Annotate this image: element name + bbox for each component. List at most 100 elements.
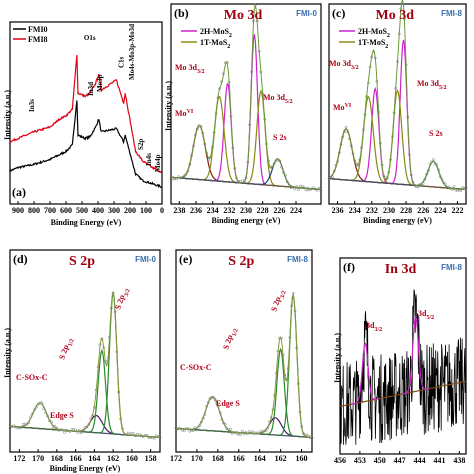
x-tick-label: 100 — [140, 206, 152, 215]
peak-label: Mo4p — [154, 154, 162, 172]
x-tick-label: 170 — [32, 454, 44, 463]
sample-tag: FMI-8 — [441, 263, 462, 272]
sample-tag: FMI-0 — [135, 255, 156, 264]
peak-annotation: S 2p1/2 — [221, 326, 239, 351]
peak-label: Mo3p — [96, 74, 104, 92]
peak-annotation: MoVI — [333, 103, 352, 112]
x-tick-label: 232 — [366, 206, 378, 215]
x-tick-label: 226 — [417, 206, 429, 215]
x-tick-label: 238 — [173, 206, 185, 215]
raw-point — [237, 180, 240, 183]
component-curve — [402, 315, 430, 395]
component-curve — [328, 95, 467, 191]
peak-annotation: MoVI — [175, 109, 194, 118]
panel-title: In 3d — [385, 262, 417, 277]
raw-point — [153, 437, 156, 440]
x-tick-label: 164 — [88, 454, 100, 463]
raw-point — [79, 431, 83, 435]
raw-point — [240, 429, 244, 433]
x-tick-label: 164 — [254, 454, 266, 463]
peak-annotation: Mo 3d3/2 — [329, 59, 359, 71]
panel-letter: (a) — [12, 185, 26, 199]
component-curve — [171, 82, 322, 191]
plot-frame — [328, 3, 467, 205]
x-axis-label: Binding Energy (eV) — [51, 218, 122, 227]
sample-tag: FMI-8 — [287, 255, 308, 264]
x-tick-label: 172 — [13, 454, 25, 463]
component-curve — [171, 158, 322, 191]
component-curve — [176, 395, 313, 438]
sample-tag: FMI-8 — [441, 9, 462, 18]
x-tick-label: 166 — [70, 454, 82, 463]
raw-point — [293, 187, 297, 191]
panel-title: Mo 3d — [224, 8, 263, 23]
x-tick-label: 400 — [92, 206, 104, 215]
x-tick-label: 224 — [434, 206, 446, 215]
peak-label: S2p — [137, 139, 145, 150]
panel-f: 456 453 450 447 444 441 438 3d3/2 3d5/2 Intensity… — [333, 257, 467, 465]
x-tick-label: 500 — [76, 206, 88, 215]
raw-point — [191, 429, 195, 433]
peak-annotation: Edge S — [50, 411, 74, 420]
y-axis-label: Intensity (a.u.) — [3, 90, 12, 140]
raw-point — [344, 125, 348, 129]
x-tick-label: 800 — [28, 206, 40, 215]
peak-annotation: S 2p1/2 — [57, 336, 75, 361]
raw-point — [8, 426, 12, 430]
x-tick-label: 160 — [296, 454, 308, 463]
x-tick-label: 162 — [275, 454, 287, 463]
x-tick-label: 168 — [212, 454, 224, 463]
component-curve — [351, 342, 379, 405]
background-line — [328, 178, 467, 190]
legend-entry: 2H-MoS2 — [358, 27, 390, 39]
raw-point — [464, 186, 468, 190]
peak-annotation: 3d5/2 — [418, 309, 434, 321]
x-tick-label: 166 — [233, 454, 245, 463]
sample-tag: FMI-0 — [296, 9, 317, 18]
raw-point — [63, 430, 66, 434]
legend-entry: FMI8 — [28, 35, 48, 44]
raw-point — [432, 158, 435, 161]
legend-entry: 1T-MoS2 — [358, 38, 388, 50]
x-tick-label: 168 — [51, 454, 63, 463]
x-tick-label: 172 — [170, 454, 182, 463]
x-tick-label: 447 — [394, 456, 406, 465]
x-tick-label: 160 — [126, 454, 138, 463]
peak-annotation: 3d3/2 — [366, 321, 382, 333]
x-tick-label: 456 — [334, 456, 346, 465]
raw-point — [319, 189, 323, 193]
peak-annotation: S 2s — [273, 133, 287, 142]
peak-label: Mo4s-Mo3p-Mo3d — [128, 24, 136, 80]
raw-point — [227, 430, 231, 434]
raw-point — [239, 433, 242, 436]
x-tick-label: 438 — [453, 456, 465, 465]
plot-frame — [9, 21, 163, 205]
x-tick-label: 236 — [190, 206, 202, 215]
peak-annotation: Mo 3d5/2 — [263, 93, 293, 105]
raw-point — [132, 432, 136, 436]
panel-letter: (b) — [174, 6, 189, 20]
peak-annotation: C-SOx-C — [16, 373, 48, 382]
x-tick-label: 0 — [160, 206, 164, 215]
fit-envelope — [176, 293, 313, 438]
peak-annotation: Edge S — [216, 399, 240, 408]
fit-envelope — [9, 291, 161, 438]
x-tick-label: 170 — [191, 454, 203, 463]
plot-frame — [175, 249, 313, 453]
raw-point — [207, 158, 210, 162]
peak-label: O1s — [84, 34, 96, 42]
panel-letter: (f) — [343, 260, 355, 274]
raw-spectrum — [339, 288, 467, 445]
x-tick-label: 232 — [223, 206, 235, 215]
raw-point — [195, 428, 198, 432]
x-tick-label: 228 — [257, 206, 269, 215]
x-tick-label: 441 — [433, 456, 445, 465]
y-axis-label: Intensity (a.u.) — [3, 328, 12, 378]
panel-letter: (d) — [13, 252, 28, 266]
raw-point — [416, 185, 420, 189]
x-tick-label: 236 — [332, 206, 344, 215]
x-tick-label: 158 — [145, 454, 157, 463]
